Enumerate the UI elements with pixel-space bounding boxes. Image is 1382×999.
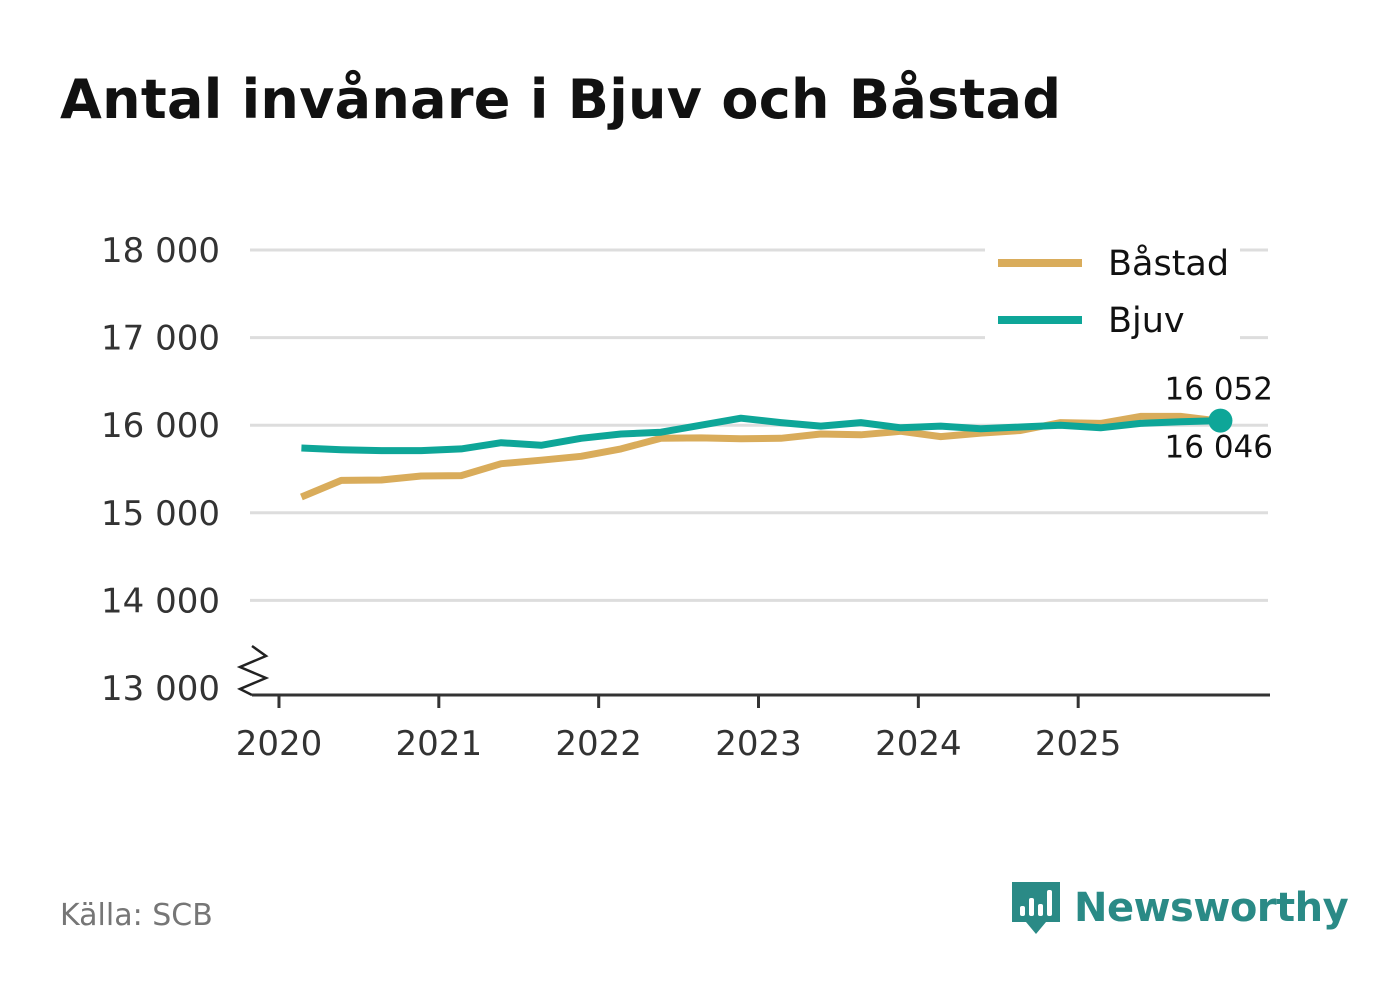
y-tick-label: 16 000 (101, 406, 220, 446)
legend-label-båstad: Båstad (1108, 243, 1229, 284)
x-tick-label: 2022 (555, 724, 642, 764)
end-value-labels: 16 052 16 046 (1165, 372, 1273, 466)
x-axis-tick-labels: 2020 2021 2022 2023 2024 2025 (236, 724, 1122, 764)
x-tick-label: 2024 (875, 724, 962, 764)
y-axis-tick-labels: 13 000 14 000 15 000 16 000 17 000 18 000 (101, 231, 220, 709)
x-tick-label: 2025 (1035, 724, 1122, 764)
brand-logo: Newsworthy (1010, 878, 1349, 938)
x-tick-label: 2023 (715, 724, 802, 764)
brand-name: Newsworthy (1074, 885, 1349, 931)
series-line-bjuv (301, 414, 1221, 455)
source-note: Källa: SCB (60, 898, 213, 933)
x-tick-label: 2020 (236, 724, 323, 764)
series-lines (300, 408, 1233, 501)
x-axis (236, 644, 1270, 708)
end-label-bjuv: 16 052 (1165, 372, 1273, 408)
y-tick-label: 17 000 (101, 319, 220, 359)
y-tick-label: 15 000 (101, 494, 220, 534)
x-tick-label: 2021 (396, 724, 483, 764)
y-tick-label: 13 000 (101, 669, 220, 709)
legend: Båstad Bjuv (985, 238, 1240, 341)
end-label-båstad: 16 046 (1165, 430, 1273, 466)
y-tick-label: 18 000 (101, 231, 220, 271)
legend-label-bjuv: Bjuv (1108, 301, 1185, 341)
newsworthy-logo-icon (1012, 882, 1060, 934)
axis-break-marker (236, 644, 270, 697)
end-point-marker (1208, 408, 1233, 433)
y-tick-label: 14 000 (101, 581, 220, 621)
chart-title: Antal invånare i Bjuv och Båstad (60, 68, 1062, 131)
